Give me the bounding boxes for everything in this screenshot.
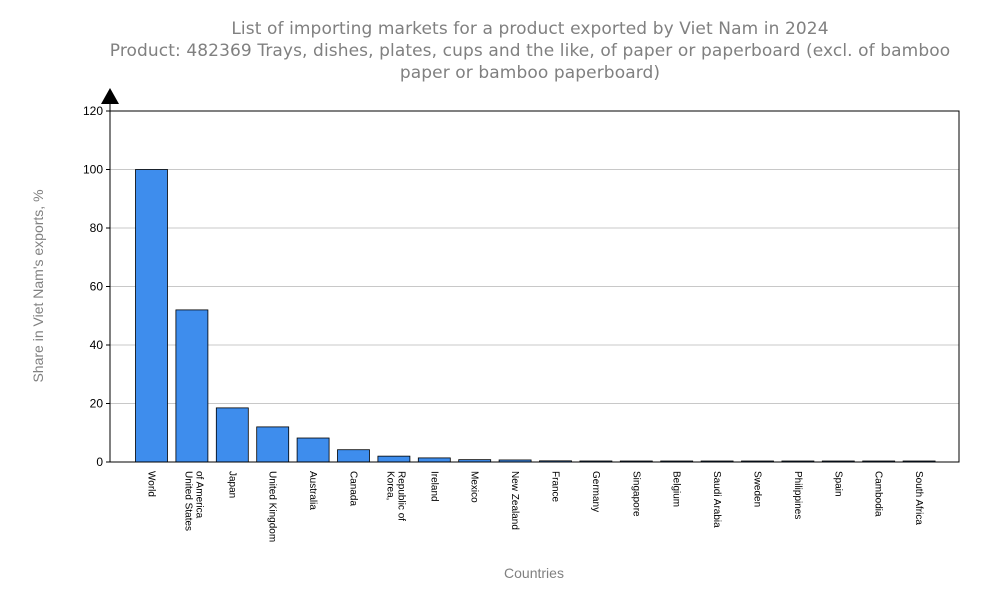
- x-tick-label: Cambodia: [873, 471, 884, 517]
- bar: [337, 449, 370, 463]
- x-tick-label: New Zealand: [509, 471, 520, 530]
- x-tick-label: Republic of: [395, 471, 406, 521]
- y-tick-labels: 0 20 40 60 80 100 120: [83, 104, 110, 469]
- x-tick-label: Australia: [307, 471, 318, 510]
- y-tick-label: 100: [83, 163, 103, 177]
- x-tick-label: France: [550, 471, 561, 503]
- bar: [175, 309, 209, 463]
- bar: [296, 437, 330, 463]
- x-tick-label: Ireland: [428, 471, 439, 502]
- y-tick-label: 40: [90, 338, 104, 352]
- chart-title: List of importing markets for a product …: [231, 19, 829, 39]
- x-tick-label: Belgium: [671, 471, 682, 507]
- x-tick-label: Japan: [226, 471, 237, 498]
- x-tick-label: Mexico: [469, 471, 480, 503]
- chart-subtitle-line1: Product: 482369 Trays, dishes, plates, c…: [109, 41, 951, 61]
- x-tick-label: Singapore: [630, 471, 641, 517]
- x-tick-label: World: [146, 471, 157, 497]
- x-tick-label: Korea,: [384, 471, 395, 500]
- x-tick-label: United States: [182, 471, 193, 531]
- bar: [417, 457, 451, 463]
- x-tick-label: Sweden: [752, 471, 763, 507]
- x-tick-label: of America: [193, 471, 204, 519]
- y-tick-label: 20: [90, 397, 104, 411]
- y-tick-label: 0: [96, 455, 103, 469]
- x-tick-labels: World United States of America Japan United …: [146, 471, 925, 542]
- x-axis-title: Countries: [504, 565, 564, 581]
- chart-title-block: List of importing markets for a product …: [60, 18, 1000, 84]
- bar: [135, 169, 168, 463]
- x-tick-label: United Kingdom: [267, 471, 278, 542]
- y-tick-label: 60: [90, 280, 104, 294]
- bar: [377, 455, 411, 463]
- y-tick-label: 120: [83, 104, 103, 118]
- x-tick-label: Spain: [832, 471, 843, 497]
- bars: [135, 169, 936, 463]
- x-tick-label: Germany: [590, 471, 601, 512]
- y-axis-title: Share in Viet Nam's exports, %: [30, 189, 46, 382]
- y-axis-arrow-icon: [101, 88, 119, 104]
- chart-subtitle-line2: paper or bamboo paperboard): [399, 63, 661, 83]
- x-tick-label: Canada: [348, 471, 359, 506]
- y-tick-label: 80: [90, 221, 104, 235]
- bar: [215, 407, 249, 463]
- x-tick-label: South Africa: [913, 471, 924, 525]
- gridlines: [110, 169, 959, 404]
- x-tick-label: Saudi Arabia: [711, 471, 722, 528]
- x-tick-label: Philippines: [792, 471, 803, 519]
- bar: [256, 426, 290, 463]
